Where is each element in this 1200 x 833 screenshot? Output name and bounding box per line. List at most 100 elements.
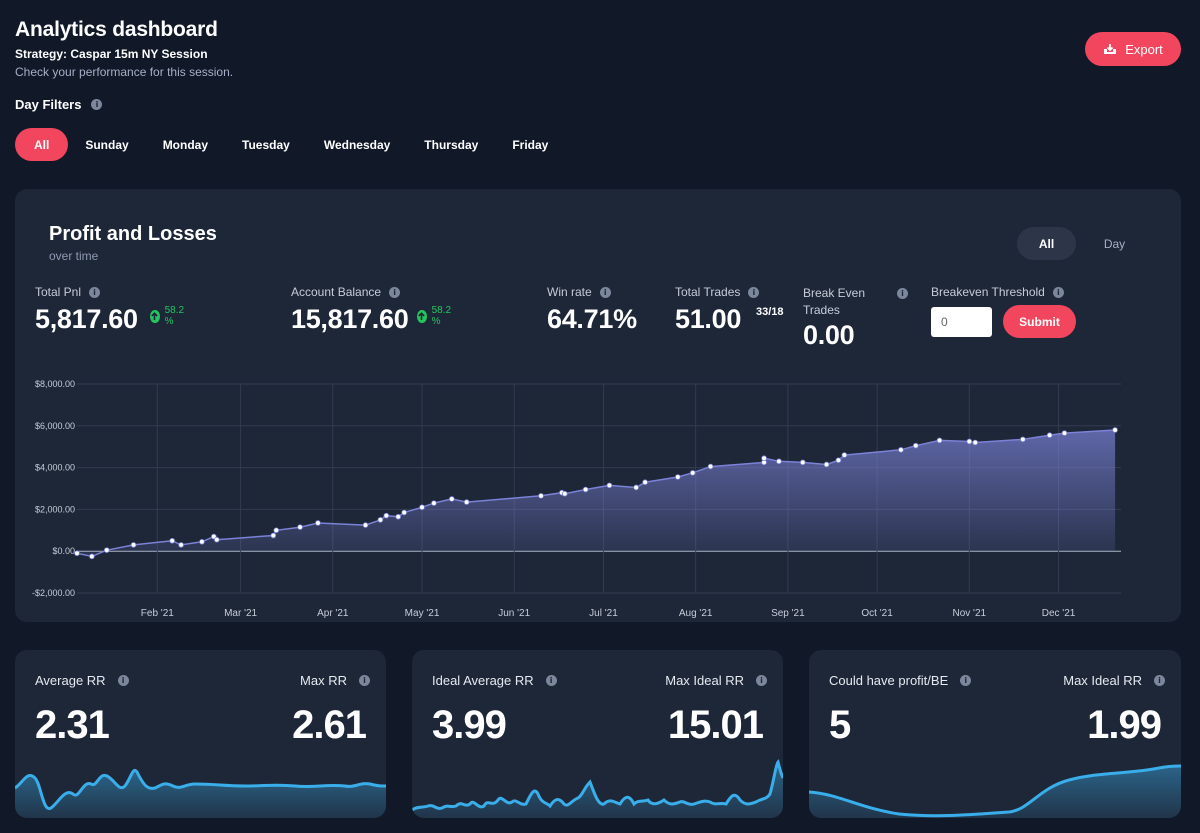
- x-tick-label: Nov '21: [953, 608, 987, 619]
- data-point: [823, 461, 830, 468]
- card-right-value: 15.01: [667, 703, 764, 747]
- info-icon[interactable]: i: [1052, 286, 1064, 298]
- card-left-value: 5: [829, 703, 851, 747]
- info-icon[interactable]: i: [756, 675, 767, 686]
- data-point: [582, 486, 589, 493]
- arrow-up-icon: [417, 309, 427, 323]
- info-icon[interactable]: i: [359, 675, 370, 686]
- info-icon[interactable]: i: [960, 675, 972, 686]
- pnl-panel: Profit and Losses over time All Day Tota…: [15, 189, 1181, 622]
- data-point: [419, 504, 425, 511]
- metric-value: 0.00: [803, 320, 855, 350]
- day-filter-tabs: All Sunday Monday Tuesday Wednesday Thur…: [15, 128, 565, 161]
- y-tick-label: $4,000.00: [35, 463, 75, 473]
- data-point: [270, 532, 277, 539]
- info-icon[interactable]: i: [545, 675, 557, 686]
- metric-break-even: Break Even Trades i 0.00: [803, 285, 908, 351]
- sparkline-ideal-average-rr: [412, 759, 783, 818]
- metric-label: Break Even Trades: [803, 286, 866, 317]
- data-point: [463, 499, 470, 505]
- x-tick-label: Apr '21: [317, 608, 349, 619]
- day-tab-friday[interactable]: Friday: [495, 128, 565, 161]
- page-subtitle: Check your performance for this session.: [15, 65, 234, 79]
- metric-total-trades: Total Trades i 51.00 33/18: [675, 285, 784, 335]
- info-icon[interactable]: i: [89, 286, 101, 298]
- submit-button[interactable]: Submit: [1003, 305, 1076, 338]
- trades-ratio: 33/18: [756, 306, 784, 318]
- range-all-button[interactable]: All: [1017, 227, 1076, 260]
- x-tick-label: Sep '21: [771, 608, 805, 619]
- x-tick-label: May '21: [405, 608, 440, 619]
- data-point: [178, 542, 184, 548]
- data-point: [297, 524, 303, 530]
- card-could-have-profit: Could have profit/BE i Max Ideal RR i 5 1.…: [809, 650, 1181, 818]
- card-right-value: 2.61: [292, 703, 367, 747]
- data-point: [898, 447, 904, 453]
- data-point: [448, 496, 455, 502]
- breakeven-threshold: Breakeven Threshold i Submit: [931, 285, 1076, 338]
- data-point: [169, 537, 175, 544]
- info-icon[interactable]: i: [1154, 675, 1165, 686]
- card-left-label: Ideal Average RR: [432, 673, 534, 688]
- card-left-label: Average RR: [35, 673, 106, 688]
- metric-value: 64.71%: [547, 304, 637, 334]
- strategy-name: Strategy: Caspar 15m NY Session: [15, 47, 208, 61]
- x-tick-label: Oct '21: [861, 608, 893, 619]
- data-point: [936, 437, 943, 444]
- change-badge: 58.2 %: [417, 305, 454, 327]
- data-point: [199, 538, 205, 545]
- metric-account-balance: Account Balance i 15,817.60 58.2 %: [291, 285, 451, 335]
- x-tick-label: Aug '21: [679, 608, 713, 619]
- data-point: [689, 470, 696, 476]
- day-tab-all[interactable]: All: [15, 128, 69, 161]
- pnl-area: [77, 430, 1116, 557]
- data-point: [912, 442, 919, 449]
- data-point: [1112, 427, 1118, 433]
- day-tab-monday[interactable]: Monday: [146, 128, 225, 161]
- card-right-value: 1.99: [1087, 703, 1162, 747]
- change-value: 58.2 %: [164, 305, 185, 327]
- day-tab-wednesday[interactable]: Wednesday: [307, 128, 407, 161]
- x-tick-label: Dec '21: [1042, 608, 1076, 619]
- data-point: [606, 482, 613, 489]
- metric-label: Win rate: [547, 285, 592, 299]
- data-point: [707, 463, 714, 470]
- sparkline-average-rr: [15, 769, 386, 818]
- y-tick-label: $2,000.00: [35, 504, 75, 514]
- metric-label: Breakeven Threshold: [931, 285, 1045, 299]
- info-icon[interactable]: i: [599, 286, 611, 298]
- y-tick-label: $6,000.00: [35, 421, 75, 431]
- metric-win-rate: Win rate i 64.71%: [547, 285, 637, 335]
- info-icon[interactable]: i: [91, 99, 103, 110]
- data-point: [761, 455, 767, 461]
- day-tab-thursday[interactable]: Thursday: [407, 128, 495, 161]
- info-icon[interactable]: i: [897, 288, 908, 299]
- day-tab-tuesday[interactable]: Tuesday: [225, 128, 307, 161]
- data-point: [538, 493, 544, 499]
- data-point: [776, 458, 782, 465]
- info-icon[interactable]: i: [117, 675, 129, 686]
- range-day-button[interactable]: Day: [1085, 227, 1144, 260]
- data-point: [377, 517, 384, 523]
- data-point: [1020, 436, 1026, 443]
- info-icon[interactable]: i: [748, 286, 760, 298]
- export-button[interactable]: Export: [1085, 32, 1181, 66]
- threshold-input[interactable]: [931, 306, 992, 337]
- y-tick-label: -$2,000.00: [32, 588, 75, 598]
- y-tick-label: $8,000.00: [35, 379, 75, 389]
- panel-title: Profit and Losses: [49, 223, 217, 245]
- metric-total-pnl: Total Pnl i 5,817.60 58.2 %: [35, 285, 184, 335]
- info-icon[interactable]: i: [389, 286, 401, 298]
- data-point: [675, 474, 681, 480]
- data-point: [74, 550, 80, 557]
- data-point: [1046, 432, 1053, 439]
- range-toggle: All Day: [1017, 227, 1153, 260]
- card-left-label: Could have profit/BE: [829, 673, 949, 688]
- data-point: [431, 500, 437, 506]
- card-right-label: Max RR: [300, 673, 347, 688]
- data-point: [213, 536, 220, 543]
- metric-value: 51.00: [675, 304, 742, 334]
- change-badge: 58.2 %: [150, 305, 187, 327]
- data-point: [1061, 430, 1068, 436]
- day-tab-sunday[interactable]: Sunday: [68, 128, 145, 161]
